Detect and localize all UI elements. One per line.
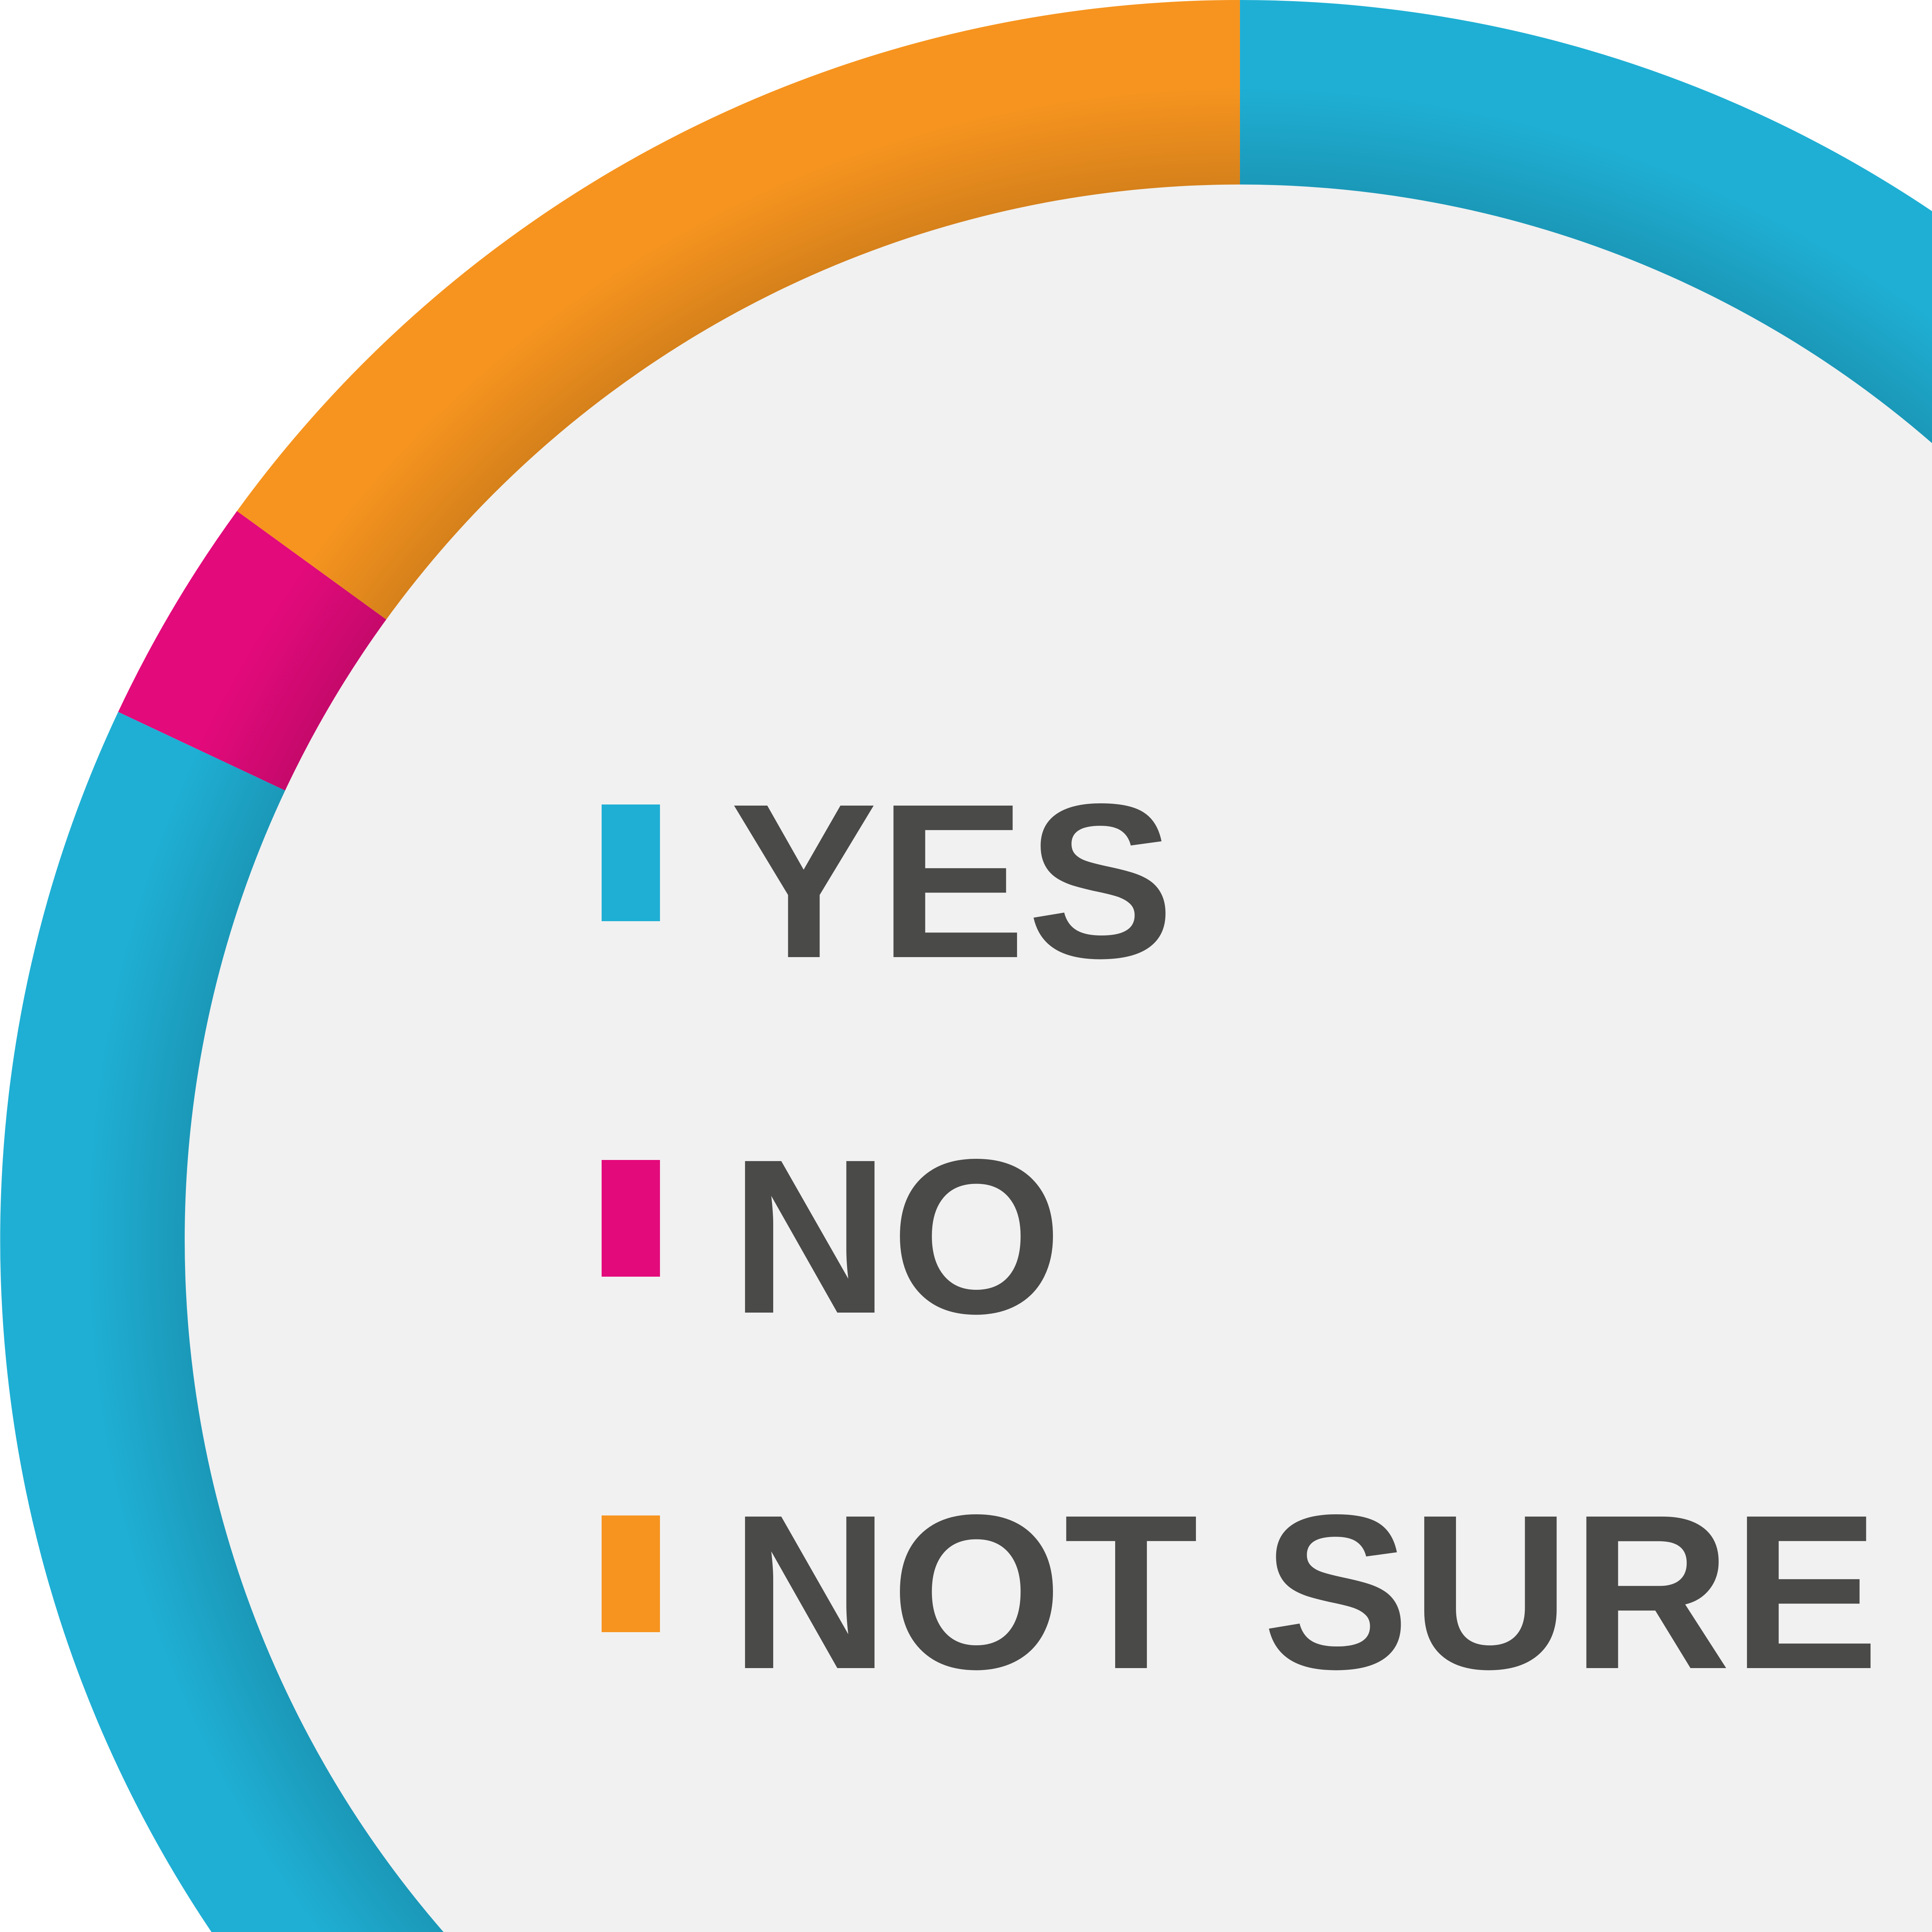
legend-row-yes: YES bbox=[602, 758, 1176, 1004]
legend-row-no: NO bbox=[602, 1113, 1064, 1359]
legend-swatch-no bbox=[602, 1160, 660, 1277]
legend-row-not-sure: NOT SURE bbox=[602, 1469, 1881, 1715]
legend-label-yes: YES bbox=[730, 758, 1176, 1004]
legend-swatch-not-sure bbox=[602, 1515, 660, 1632]
legend-label-not-sure: NOT SURE bbox=[730, 1469, 1881, 1715]
donut-hole bbox=[185, 185, 1932, 1932]
legend-label-no: NO bbox=[730, 1113, 1064, 1359]
legend: YES NO NOT SURE bbox=[602, 758, 1881, 1715]
legend-swatch-yes bbox=[602, 804, 660, 921]
